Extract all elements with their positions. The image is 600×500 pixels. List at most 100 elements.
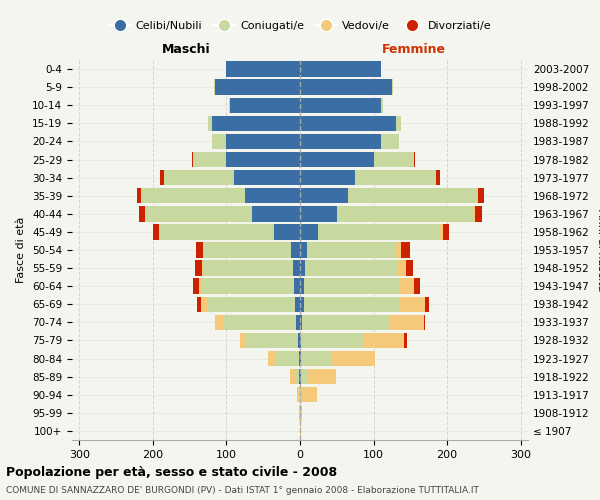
Bar bbox=[137, 188, 141, 204]
Bar bbox=[215, 314, 223, 330]
Bar bbox=[300, 62, 381, 76]
Bar bbox=[290, 369, 296, 384]
Bar bbox=[223, 314, 296, 330]
Bar bbox=[300, 424, 301, 438]
Bar bbox=[436, 170, 440, 186]
Bar bbox=[230, 98, 300, 113]
Text: COMUNE DI SANNAZZARO DE' BURGONDI (PV) - Dati ISTAT 1° gennaio 2008 - Elaborazio: COMUNE DI SANNAZZARO DE' BURGONDI (PV) -… bbox=[6, 486, 479, 495]
Bar bbox=[199, 278, 202, 294]
Bar bbox=[304, 278, 399, 294]
Bar bbox=[348, 188, 476, 204]
Bar bbox=[401, 242, 410, 258]
Bar bbox=[301, 333, 364, 348]
Bar bbox=[160, 224, 274, 240]
Bar bbox=[299, 369, 300, 384]
Bar bbox=[300, 405, 302, 420]
Bar bbox=[478, 188, 484, 204]
Bar bbox=[277, 351, 299, 366]
Bar bbox=[202, 260, 205, 276]
Bar bbox=[203, 242, 205, 258]
Bar bbox=[302, 314, 391, 330]
Bar bbox=[301, 351, 331, 366]
Bar bbox=[139, 206, 145, 222]
Bar bbox=[145, 206, 146, 222]
Bar bbox=[381, 134, 399, 149]
Bar bbox=[299, 351, 300, 366]
Bar bbox=[300, 206, 337, 222]
Bar bbox=[355, 170, 436, 186]
Bar bbox=[364, 333, 404, 348]
Bar bbox=[424, 314, 425, 330]
Bar bbox=[392, 80, 394, 95]
Bar bbox=[164, 170, 234, 186]
Bar bbox=[440, 224, 443, 240]
Bar bbox=[331, 351, 375, 366]
Bar bbox=[300, 116, 395, 131]
Bar bbox=[304, 296, 399, 312]
Bar bbox=[206, 296, 295, 312]
Bar bbox=[300, 170, 355, 186]
Bar bbox=[295, 296, 300, 312]
Bar bbox=[141, 188, 142, 204]
Bar bbox=[195, 260, 202, 276]
Bar bbox=[142, 188, 245, 204]
Bar bbox=[414, 278, 420, 294]
Bar bbox=[301, 369, 307, 384]
Bar bbox=[297, 387, 299, 402]
Bar bbox=[404, 333, 407, 348]
Bar bbox=[337, 206, 473, 222]
Bar bbox=[226, 62, 300, 76]
Bar bbox=[192, 152, 193, 167]
Bar bbox=[300, 134, 381, 149]
Bar bbox=[299, 387, 300, 402]
Bar bbox=[268, 351, 277, 366]
Bar bbox=[381, 98, 383, 113]
Bar bbox=[302, 387, 317, 402]
Bar bbox=[159, 224, 160, 240]
Bar bbox=[374, 152, 414, 167]
Bar bbox=[300, 242, 307, 258]
Bar bbox=[395, 116, 401, 131]
Bar bbox=[300, 80, 392, 95]
Bar bbox=[300, 224, 319, 240]
Bar bbox=[300, 278, 304, 294]
Bar bbox=[196, 242, 203, 258]
Bar bbox=[300, 369, 301, 384]
Bar bbox=[399, 296, 425, 312]
Bar bbox=[414, 152, 415, 167]
Bar bbox=[296, 369, 299, 384]
Bar bbox=[245, 188, 300, 204]
Bar bbox=[212, 134, 226, 149]
Bar bbox=[443, 224, 449, 240]
Bar bbox=[208, 116, 212, 131]
Bar bbox=[193, 152, 226, 167]
Bar bbox=[252, 206, 300, 222]
Bar bbox=[197, 296, 201, 312]
Bar bbox=[293, 260, 300, 276]
Bar bbox=[298, 333, 300, 348]
Bar bbox=[395, 242, 401, 258]
Bar bbox=[300, 314, 302, 330]
Bar bbox=[473, 206, 475, 222]
Bar bbox=[234, 170, 300, 186]
Bar bbox=[160, 170, 164, 186]
Bar bbox=[300, 387, 302, 402]
Bar bbox=[300, 333, 301, 348]
Bar bbox=[212, 116, 300, 131]
Bar bbox=[397, 260, 406, 276]
Bar bbox=[226, 152, 300, 167]
Bar bbox=[300, 188, 348, 204]
Bar bbox=[291, 242, 300, 258]
Bar bbox=[300, 98, 381, 113]
Text: Maschi: Maschi bbox=[161, 44, 211, 57]
Bar bbox=[305, 260, 397, 276]
Bar bbox=[425, 296, 429, 312]
Bar bbox=[202, 278, 294, 294]
Bar bbox=[296, 314, 300, 330]
Legend: Celibi/Nubili, Coniugati/e, Vedovi/e, Divorziati/e: Celibi/Nubili, Coniugati/e, Vedovi/e, Di… bbox=[104, 16, 496, 35]
Bar bbox=[146, 206, 252, 222]
Bar bbox=[399, 278, 414, 294]
Bar bbox=[300, 351, 301, 366]
Bar bbox=[229, 98, 230, 113]
Bar bbox=[307, 369, 336, 384]
